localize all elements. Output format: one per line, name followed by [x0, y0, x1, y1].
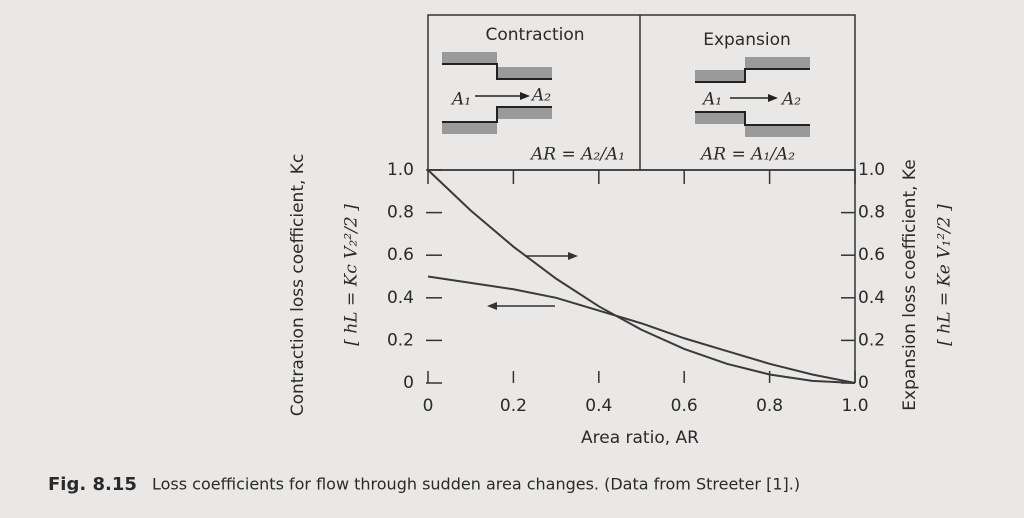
ratio-label: AR = A₁/A₂ — [699, 145, 795, 165]
caption-number: Fig. 8.15 — [48, 474, 137, 495]
y2-tick-label: 0.4 — [858, 288, 885, 308]
arrow-head — [768, 94, 778, 102]
y2-formula: [ hL = Ke V₁²/2 ] — [935, 204, 955, 346]
y-formula: [ hL = Kc V₂²/2 ] — [342, 204, 362, 346]
y-tick-label: 0.8 — [387, 203, 414, 223]
expansion-pipe — [695, 57, 810, 137]
y-tick-label: 0.6 — [387, 245, 414, 265]
label: A₂ — [530, 86, 551, 106]
label: A₁ — [701, 90, 722, 110]
y2-axis-label: Expansion loss coefficient, Ke — [900, 159, 920, 410]
expansion-outline — [695, 68, 810, 126]
arrow-head — [520, 92, 530, 100]
x-tick-label: 0 — [423, 396, 434, 416]
expansion-title: Expansion — [703, 30, 791, 50]
x-tick-label: 1.0 — [841, 396, 868, 416]
axis-arrow-head — [568, 252, 578, 260]
x-tick-label: 0.8 — [756, 396, 783, 416]
y2-tick-label: 0.2 — [858, 330, 885, 350]
plot-frame — [428, 169, 856, 383]
contraction-title: Contraction — [485, 25, 584, 45]
ratio-label: AR = A₂/A₁ — [529, 145, 625, 165]
label: A₂ — [780, 90, 801, 110]
x-tick-label: 0.2 — [500, 396, 527, 416]
y2-tick-label: 0 — [858, 373, 869, 393]
y-axis-label: Contraction loss coefficient, Kc — [288, 154, 308, 417]
curve — [427, 169, 856, 384]
contraction-outline — [442, 63, 552, 123]
x-axis-label: Area ratio, AR — [581, 428, 699, 448]
y-tick-label: 0 — [403, 373, 414, 393]
label: A₁ — [450, 90, 471, 110]
y2-tick-label: 0.8 — [858, 203, 885, 223]
x-tick-label: 0.6 — [671, 396, 698, 416]
x-tick-label: 0.4 — [585, 396, 612, 416]
y-tick-label: 0.4 — [387, 288, 414, 308]
y-tick-label: 1.0 — [387, 160, 414, 180]
y-tick-label: 0.2 — [387, 330, 414, 350]
curve — [427, 275, 856, 384]
caption: Loss coefficients for flow through sudde… — [152, 475, 800, 494]
y2-tick-label: 1.0 — [858, 160, 885, 180]
y2-tick-label: 0.6 — [858, 245, 885, 265]
axis-arrow-head — [487, 302, 497, 310]
contraction-pipe — [442, 52, 552, 134]
